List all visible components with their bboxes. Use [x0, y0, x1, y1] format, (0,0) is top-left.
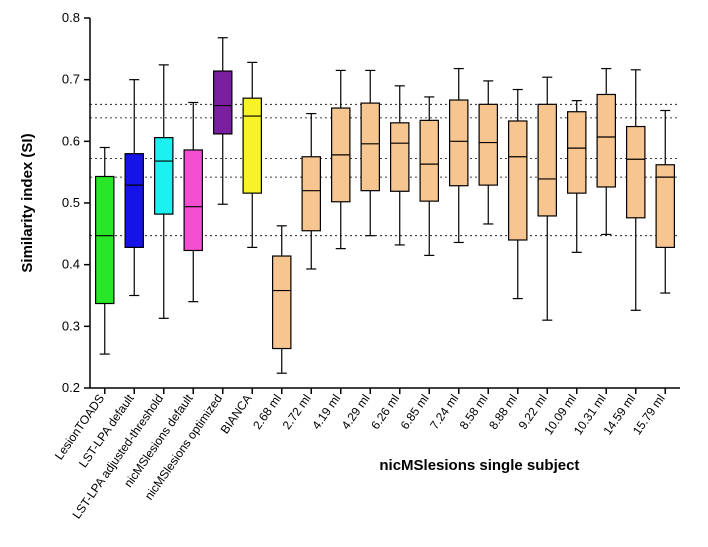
box-rect: [420, 120, 438, 201]
box-rect: [273, 256, 291, 349]
box-rect: [302, 157, 320, 231]
box-rect: [361, 103, 379, 191]
box-rect: [627, 127, 645, 218]
ytick-label: 0.8: [62, 10, 80, 25]
box-rect: [538, 104, 556, 216]
ytick-label: 0.4: [62, 257, 80, 272]
box-rect: [391, 123, 409, 191]
ytick-label: 0.3: [62, 318, 80, 333]
y-axis-label: Similarity index (SI): [19, 133, 36, 272]
ytick-label: 0.2: [62, 380, 80, 395]
box-rect: [125, 154, 143, 248]
box-rect: [184, 150, 202, 251]
box-rect: [450, 100, 468, 186]
ytick-label: 0.6: [62, 133, 80, 148]
box-rect: [509, 121, 527, 240]
box-rect: [597, 94, 615, 187]
ytick-label: 0.5: [62, 195, 80, 210]
box-rect: [243, 98, 261, 193]
ytick-label: 0.7: [62, 72, 80, 87]
boxplot-chart: 0.20.30.40.50.60.70.8LesionTOADSLST-LPA …: [0, 0, 708, 547]
box-rect: [568, 112, 586, 193]
box-rect: [155, 138, 173, 214]
box-rect: [479, 104, 497, 185]
box-rect: [96, 176, 114, 303]
x-axis-label: nicMSlesions single subject: [379, 457, 579, 474]
box-rect: [214, 71, 232, 134]
